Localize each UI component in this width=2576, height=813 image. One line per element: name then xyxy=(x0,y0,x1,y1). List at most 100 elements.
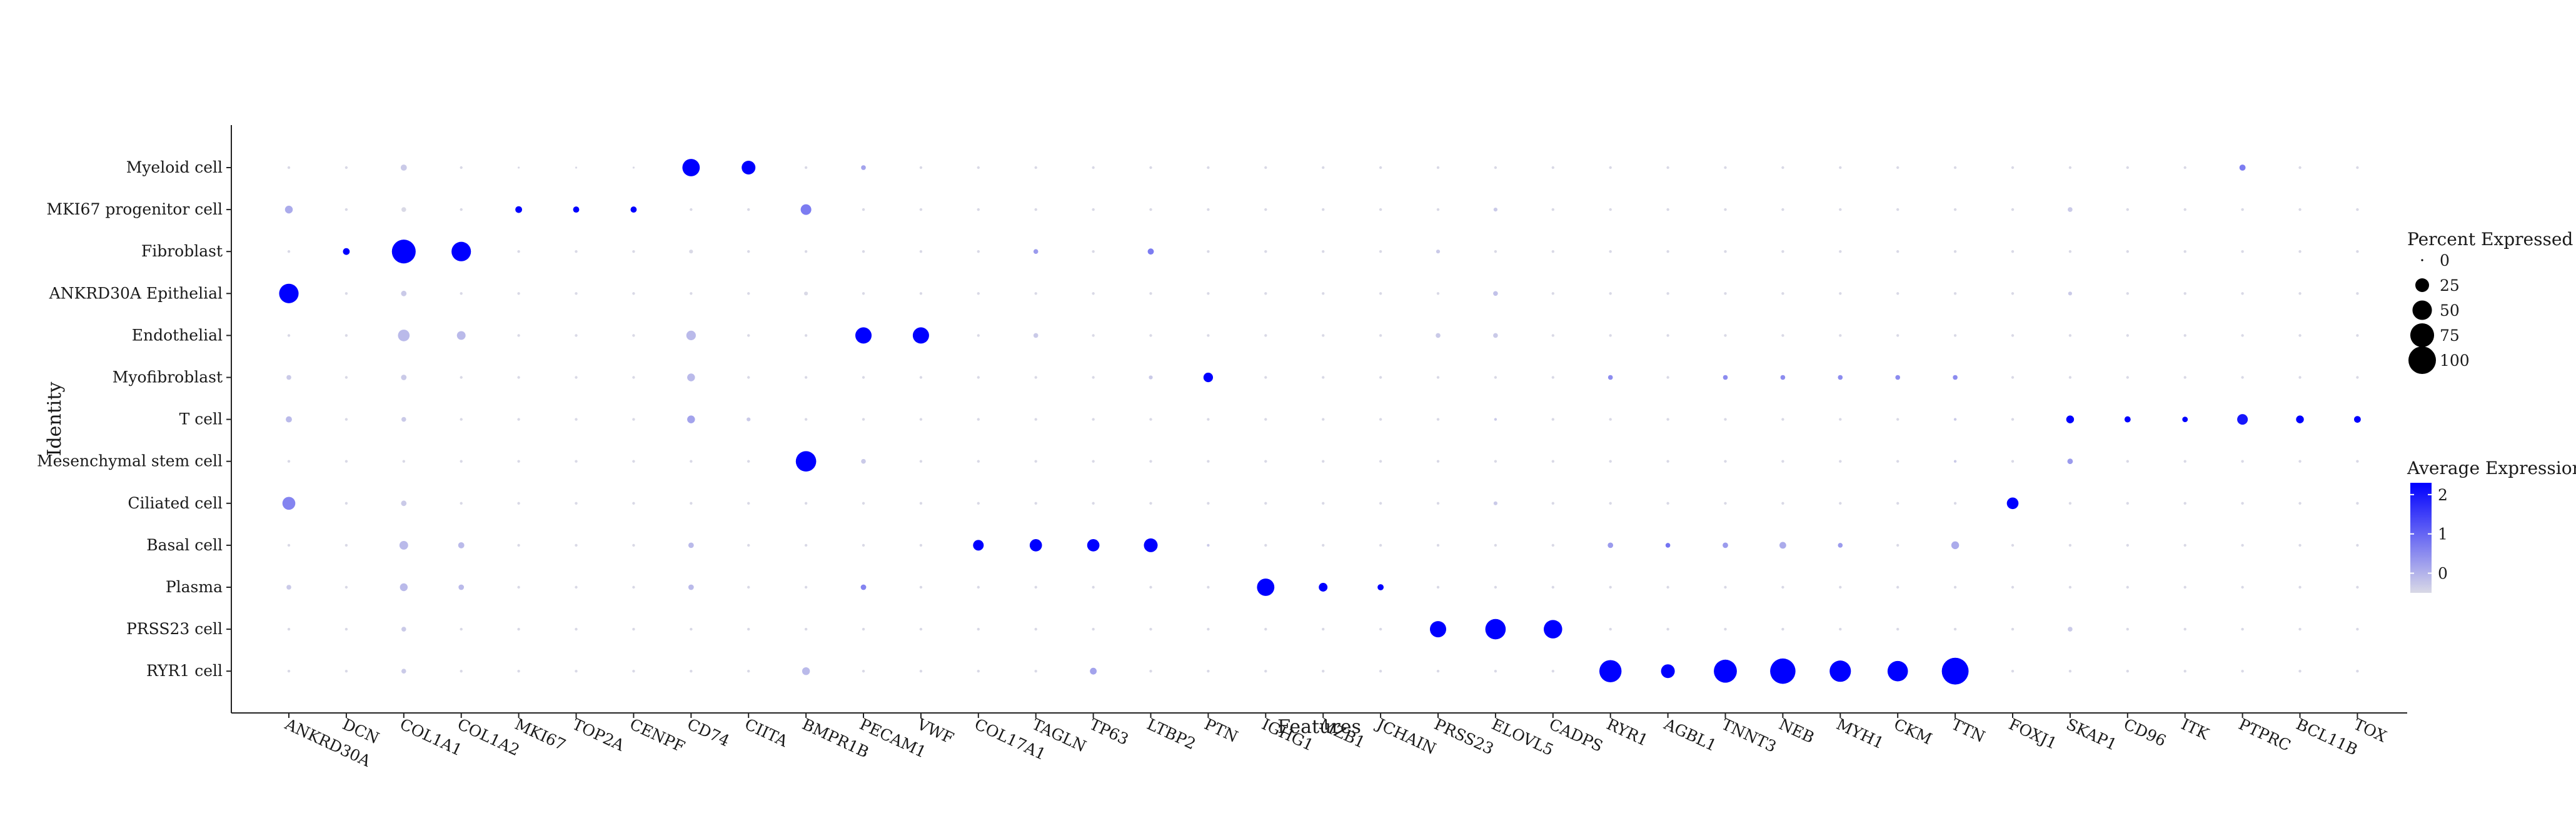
dot xyxy=(460,670,463,673)
dot xyxy=(1896,292,1899,295)
dot xyxy=(1092,460,1095,463)
dot xyxy=(682,159,700,176)
dot xyxy=(517,627,520,631)
dot xyxy=(1264,670,1267,673)
dot xyxy=(1207,292,1210,295)
dot xyxy=(1092,418,1095,421)
dot xyxy=(1609,250,1612,253)
dot xyxy=(1838,375,1843,380)
color-legend-label: 1 xyxy=(2438,525,2448,543)
dot xyxy=(687,373,695,381)
dot xyxy=(1034,670,1037,673)
dot xyxy=(1322,334,1325,337)
dot xyxy=(861,458,866,464)
dot xyxy=(2356,670,2359,673)
dot xyxy=(1207,250,1210,253)
dot xyxy=(1319,583,1328,592)
dot xyxy=(977,292,980,295)
dot xyxy=(977,460,980,463)
dot xyxy=(2241,376,2244,379)
dot xyxy=(1779,542,1786,549)
dot xyxy=(2068,502,2072,505)
dot xyxy=(2068,585,2072,589)
dot xyxy=(2068,334,2072,337)
dot xyxy=(1092,627,1095,631)
dot xyxy=(575,376,578,379)
dot xyxy=(919,418,923,421)
dot xyxy=(2356,166,2359,169)
dot xyxy=(1551,166,1554,169)
dot xyxy=(517,585,520,589)
dot xyxy=(1493,333,1498,338)
dot xyxy=(1257,578,1275,596)
dot xyxy=(1724,292,1727,295)
dot xyxy=(1551,376,1554,379)
dot xyxy=(1839,585,1842,589)
dot xyxy=(2298,627,2302,631)
dot xyxy=(861,165,866,170)
dot xyxy=(1839,334,1842,337)
dot xyxy=(1494,166,1497,169)
dot xyxy=(2183,627,2186,631)
dot xyxy=(632,460,635,463)
dot xyxy=(1494,460,1497,463)
dot xyxy=(690,460,693,463)
dot xyxy=(2354,416,2361,423)
dot xyxy=(688,584,694,590)
dot xyxy=(742,161,756,174)
dot xyxy=(1377,584,1384,590)
dot xyxy=(286,375,291,380)
dot xyxy=(690,670,693,673)
y-tick-label: T cell xyxy=(179,410,223,428)
dot xyxy=(2126,334,2129,337)
y-tick-label: Myofibroblast xyxy=(113,368,223,386)
dot xyxy=(1723,375,1728,380)
dot xyxy=(1551,334,1554,337)
dot xyxy=(1203,372,1214,383)
dot xyxy=(2011,376,2015,379)
dot xyxy=(1149,670,1152,673)
dot xyxy=(1034,627,1037,631)
dots-layer xyxy=(279,159,2361,685)
dot xyxy=(686,330,696,341)
dot xyxy=(1264,166,1267,169)
dot xyxy=(2068,207,2073,212)
x-tick-label: PTPRC xyxy=(2236,715,2293,755)
size-legend-label: 75 xyxy=(2440,326,2460,345)
x-tick-label: PRSS23 xyxy=(1431,715,1496,758)
dot xyxy=(2126,292,2129,295)
dot xyxy=(573,206,580,213)
dot xyxy=(747,502,750,505)
dot xyxy=(690,292,693,295)
dot xyxy=(1896,543,1899,547)
dot xyxy=(2068,376,2072,379)
dot xyxy=(1666,627,1669,631)
dot xyxy=(460,627,463,631)
dot xyxy=(1034,376,1037,379)
dot xyxy=(1436,376,1440,379)
dot xyxy=(575,460,578,463)
dot xyxy=(1379,502,1382,505)
dot xyxy=(345,166,348,169)
dot xyxy=(1609,334,1612,337)
dot xyxy=(632,292,635,295)
dot xyxy=(2356,460,2359,463)
dot xyxy=(517,250,520,253)
dot xyxy=(1607,375,1613,380)
dot xyxy=(804,543,808,547)
dot xyxy=(1551,208,1554,211)
dot xyxy=(2183,208,2186,211)
dot xyxy=(1322,250,1325,253)
dot xyxy=(2356,627,2359,631)
dot xyxy=(1941,657,1969,685)
dot xyxy=(575,670,578,673)
dot xyxy=(632,250,635,253)
dot xyxy=(919,208,923,211)
dot xyxy=(804,376,808,379)
dot xyxy=(1724,460,1727,463)
dot xyxy=(1149,627,1152,631)
dot xyxy=(1207,208,1210,211)
size-legend: Percent Expressed 0 25 50 75 100 xyxy=(2407,229,2573,374)
dot xyxy=(1896,334,1899,337)
